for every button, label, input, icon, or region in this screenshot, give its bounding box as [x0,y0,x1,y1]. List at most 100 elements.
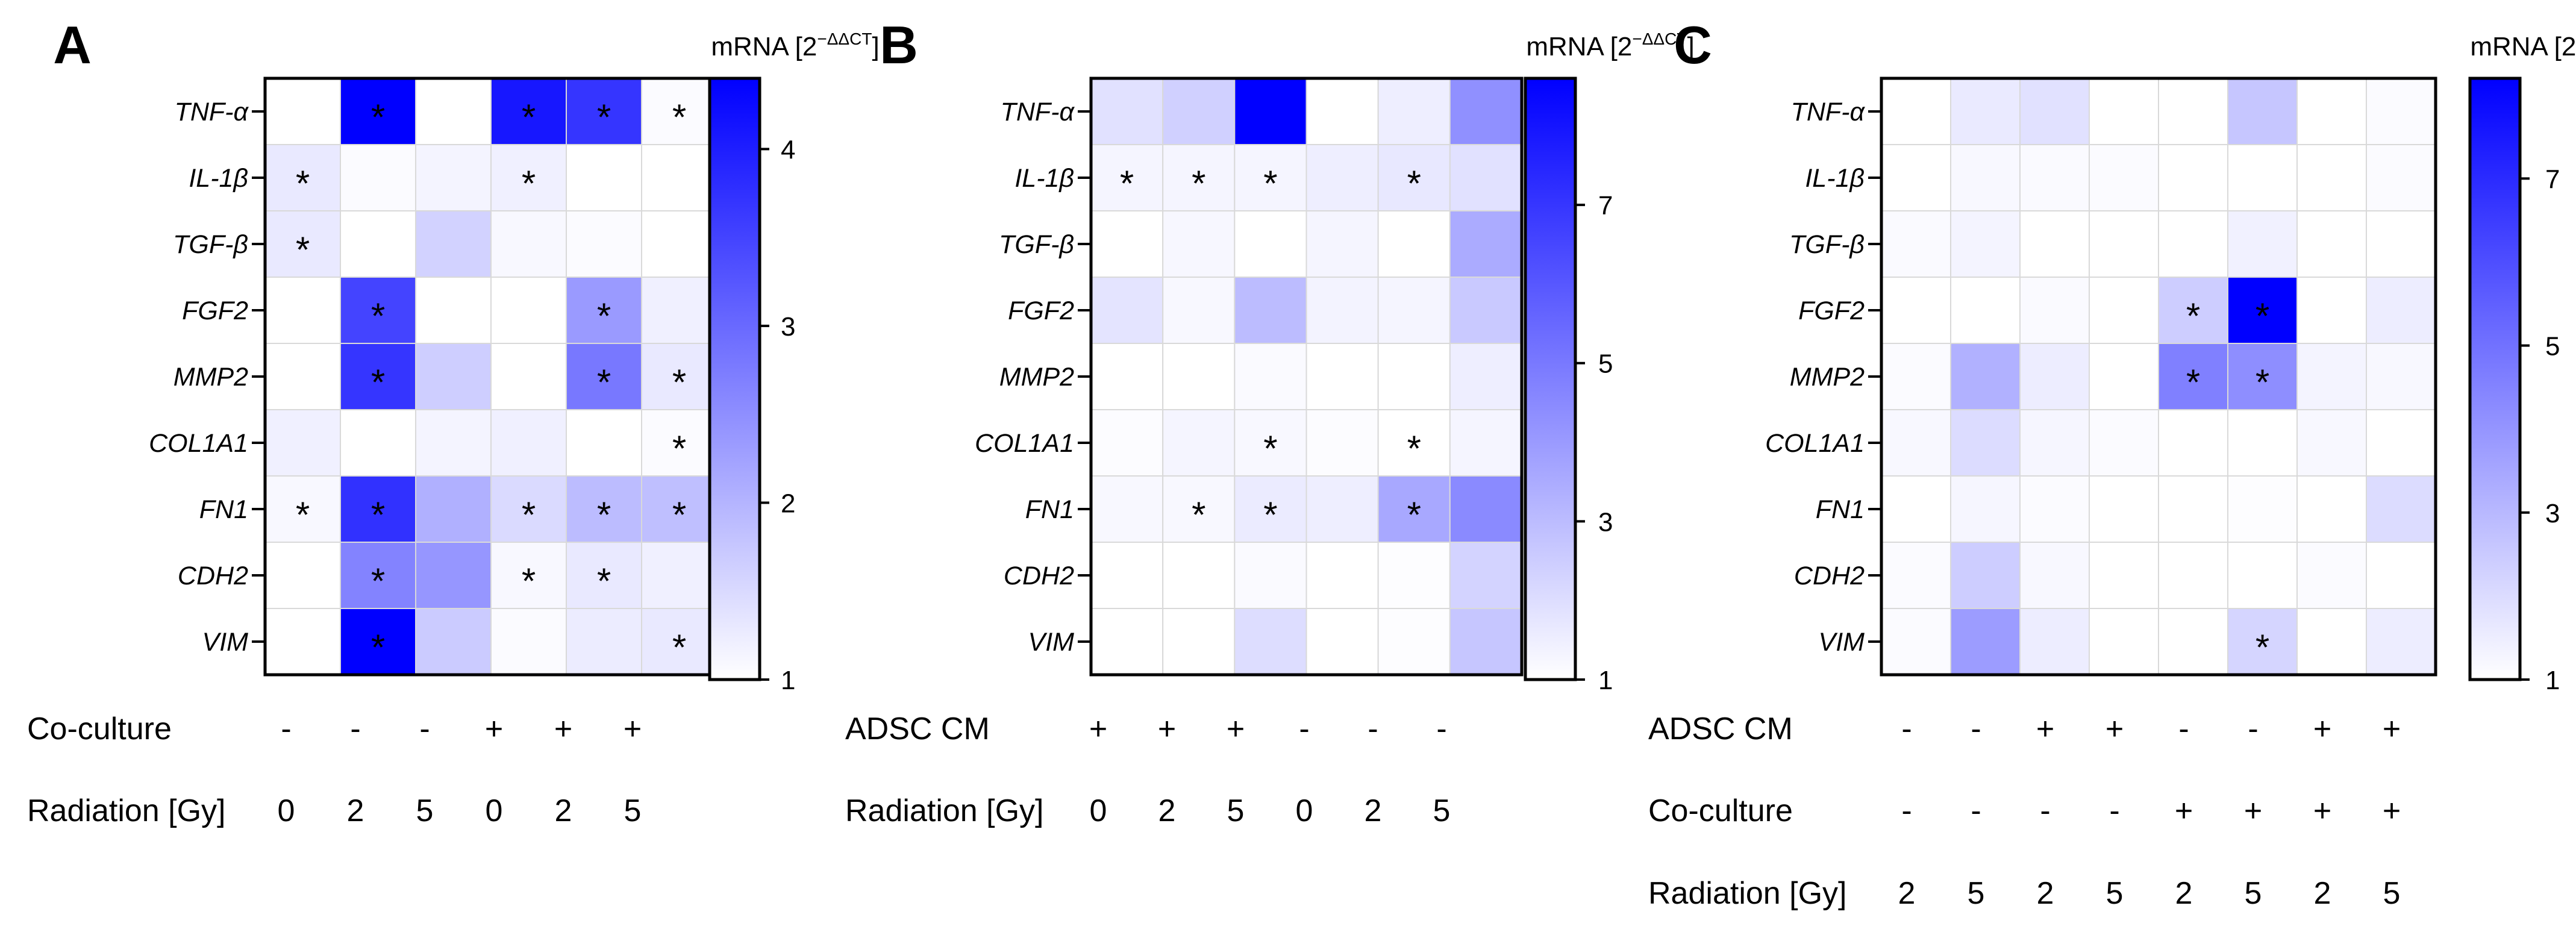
condition-value: 0 [486,793,503,828]
heatmap-cell [340,608,416,675]
condition-value: 5 [2106,876,2124,911]
heatmap-cell [1377,542,1451,609]
significance-marker: * [296,163,310,204]
heatmap-cell [2019,210,2090,278]
heatmap-cell [1305,409,1379,477]
colorbar-title-base: mRNA [2 [1526,32,1632,61]
colorbar-tick-label: 7 [2545,164,2560,194]
heatmap-cell [1305,144,1379,211]
heatmap-cell [1449,277,1522,344]
colorbar-title-base: mRNA [2 [2470,32,2576,61]
heatmap-cell [340,542,416,609]
heatmap-cell [264,542,341,609]
significance-marker: * [1407,428,1421,469]
heatmap-cell [1377,409,1451,477]
heatmap-cell [1950,409,2021,477]
heatmap-cell [264,277,341,344]
significance-marker: * [371,561,385,601]
significance-marker: * [672,495,686,535]
significance-marker: * [2256,627,2269,668]
significance-marker: * [371,495,385,535]
heatmap-cell [1950,78,2021,145]
significance-marker: * [371,97,385,137]
heatmap-cell [264,409,341,477]
condition-value: - [2040,793,2050,828]
heatmap-cell [1162,343,1236,410]
heatmap-cell [340,343,416,410]
colorbar-tick-label: 4 [781,135,795,164]
heatmap-cell [641,542,717,609]
condition-value: 5 [624,793,642,828]
significance-marker: * [296,230,310,270]
colorbar-tick-label: 3 [1598,507,1613,537]
condition-value: 5 [416,793,434,828]
gene-label: TNF-α [1001,98,1075,127]
heatmap-cell [264,343,341,410]
heatmap-cell [1377,144,1451,211]
heatmap-cell [2366,343,2436,410]
colorbar-title-close: ] [872,32,879,61]
colorbar-title-exponent: −ΔΔCT [817,30,872,48]
heatmap-cell [340,277,416,344]
gene-label: TNF-α [1791,98,1866,127]
heatmap-cell [2296,78,2367,145]
condition-value: + [2244,793,2262,828]
heatmap-cell [2089,210,2159,278]
gene-label: COL1A1 [975,429,1074,458]
gene-label: FGF2 [1008,296,1074,325]
heatmap-cell [264,475,341,543]
condition-value: 0 [1296,793,1313,828]
condition-value: - [1901,793,1912,828]
significance-marker: * [597,495,611,535]
heatmap-cell [2296,210,2367,278]
heatmap-cell [2089,608,2159,675]
condition-value: - [1901,712,1912,746]
significance-marker: * [1407,495,1421,535]
heatmap-cell [1950,210,2021,278]
gene-label: FGF2 [182,296,248,325]
gene-label: COL1A1 [149,429,248,458]
significance-marker: * [371,296,385,336]
heatmap-cell [2019,475,2090,543]
heatmap-cell [2089,542,2159,609]
heatmap-cell [1377,608,1451,675]
gene-label: MMP2 [999,363,1074,392]
condition-value: 2 [555,793,572,828]
heatmap-cell [1090,277,1164,344]
panel-label-a: A [53,15,92,75]
panel-b: B * * * * * * * * * TNF-α IL-1β TGF-β FGF2 MMP2 COL1A1 F… [845,15,1695,828]
significance-marker: * [1407,163,1421,204]
heatmap-cell [1950,343,2021,410]
condition-value: 5 [2245,876,2262,911]
colorbar-tick-label: 3 [781,312,795,342]
heatmap-cell [490,343,567,410]
heatmap-cell [1449,542,1522,609]
significance-marker: * [672,627,686,668]
heatmap-cell [1305,475,1379,543]
heatmap-cell [1881,608,1951,675]
significance-marker: * [597,97,611,137]
heatmap-cell [2158,409,2228,477]
heatmap-cell [1162,78,1236,145]
gene-label: FN1 [1816,495,1865,524]
condition-value: - [1971,793,1981,828]
condition-value: + [1089,712,1107,746]
heatmap-cell [2158,78,2228,145]
heatmap-cell [2366,277,2436,344]
colorbar [708,77,761,681]
heatmap-cell [1162,277,1236,344]
heatmap-cell [641,277,717,344]
heatmap-cell [415,277,492,344]
heatmap-cell [1162,409,1236,477]
gene-label: TGF-β [999,230,1074,259]
colorbar-tick-label: 5 [2545,332,2560,361]
condition-value: 2 [1365,793,1382,828]
heatmap-cell [2366,475,2436,543]
heatmap-cell [2089,78,2159,145]
heatmap-cell [415,542,492,609]
heatmap-cell [490,144,567,211]
heatmap-cell [490,277,567,344]
heatmap-cell [566,210,642,278]
condition-value: + [485,712,503,746]
